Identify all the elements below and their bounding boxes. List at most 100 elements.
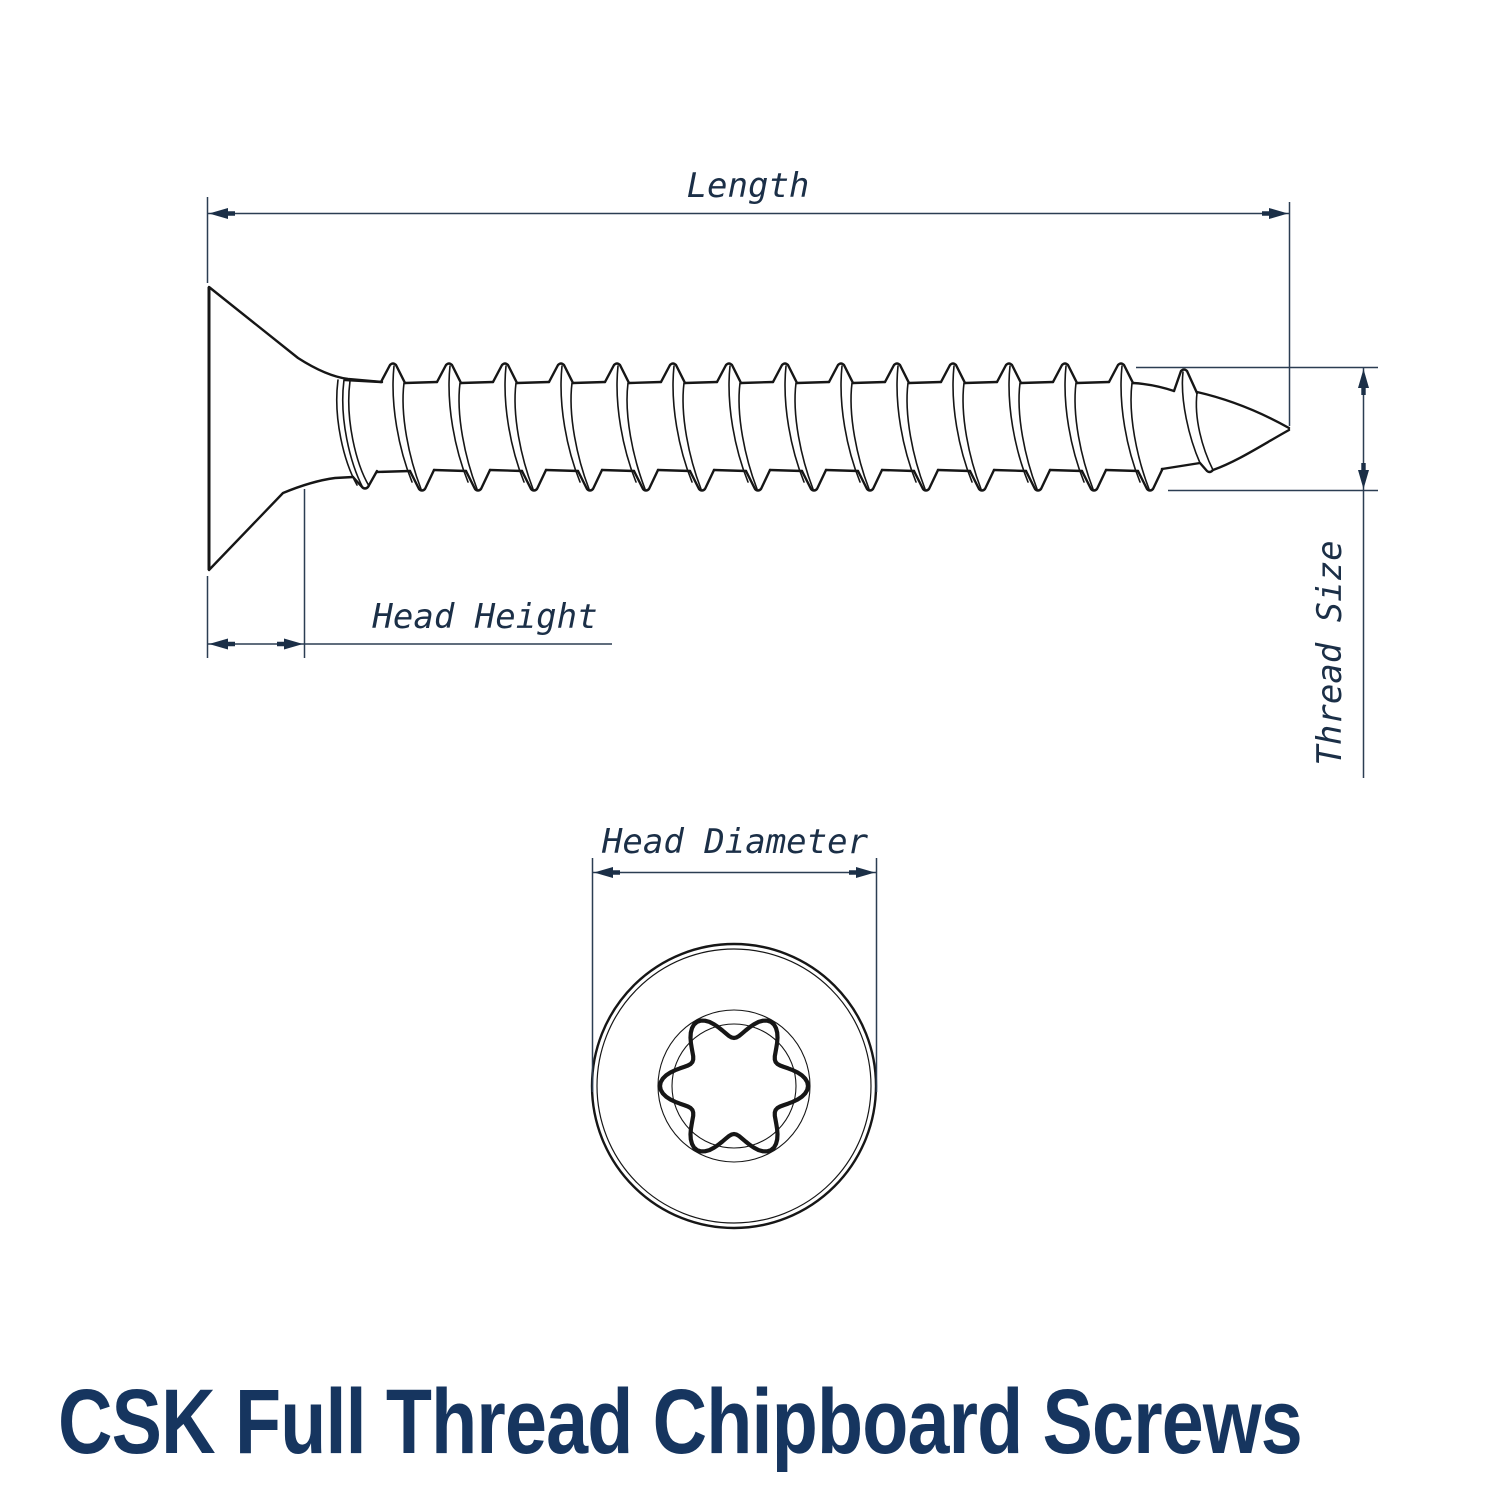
thread-helix <box>343 362 1164 492</box>
thread-bottom-crest <box>1024 468 1052 492</box>
thread-top-crest <box>939 362 967 385</box>
thread-top-crest <box>435 362 463 385</box>
cone-flank <box>1195 392 1214 471</box>
thread-top-crest <box>491 362 519 385</box>
arrow-left-icon <box>209 638 235 650</box>
thread-flank-line <box>570 382 590 490</box>
core-top-segment <box>627 380 663 385</box>
page-title: CSK Full Thread Chipboard Screws <box>58 1371 1303 1473</box>
dimension-head-diameter: Head Diameter <box>591 822 878 1092</box>
core-top-segment <box>907 380 943 385</box>
dimension-length: Length <box>206 166 1291 426</box>
core-top-segment <box>403 380 439 385</box>
thread-flank-line <box>1008 365 1029 483</box>
core-top-segment <box>515 380 551 385</box>
thread-bottom-crest <box>968 468 996 492</box>
head-rim-circle <box>596 948 872 1224</box>
head-outer-circle <box>590 942 878 1230</box>
core-top-segment <box>795 380 831 385</box>
thread-flank-line <box>504 365 525 483</box>
thread-flank-line <box>1120 365 1141 483</box>
thread-bottom-crest <box>632 468 660 492</box>
thread-flank-line <box>514 382 534 490</box>
thread-flank-line <box>448 365 469 483</box>
cone-bottom-edge <box>1211 428 1291 472</box>
thread-flank-line <box>392 365 413 483</box>
head-bottom-taper <box>207 475 355 572</box>
head-top-taper <box>207 285 384 384</box>
cone-crest <box>1172 368 1199 395</box>
arrow-right-icon <box>277 638 303 650</box>
thread-flank-line <box>896 365 917 483</box>
arrow-right-icon <box>1262 208 1288 219</box>
core-bottom-segment <box>1104 468 1140 473</box>
recess-construction-circle <box>671 1023 797 1149</box>
core-bottom-segment <box>656 468 692 473</box>
thread-flank-line <box>1130 382 1150 490</box>
cone-bottom-crest <box>1160 461 1215 474</box>
core-bottom-lead <box>375 469 412 474</box>
torx-recess-outline <box>657 1018 811 1154</box>
core-bottom-segment <box>824 468 860 473</box>
runout-line <box>335 379 358 486</box>
core-top-segment <box>963 380 999 385</box>
core-bottom-segment <box>432 468 468 473</box>
thread-flank-line <box>794 382 814 490</box>
thread-bottom-crest <box>912 468 940 492</box>
cone-top-edge <box>1195 390 1291 430</box>
thread-bottom-crest <box>576 468 604 492</box>
thread-flank-line <box>906 382 926 490</box>
arrow-right-icon <box>849 867 875 878</box>
thread-start-runout <box>335 379 412 490</box>
thread-bottom-crest <box>744 468 772 492</box>
screw-tip <box>1131 368 1291 474</box>
core-bottom-segment <box>712 468 748 473</box>
thread-flank-line <box>560 365 581 483</box>
thread-bottom-crest <box>1080 468 1108 492</box>
core-top-segment <box>683 380 719 385</box>
core-bottom-segment <box>544 468 580 473</box>
thread-size-label: Thread Size <box>1310 540 1350 765</box>
thread-flank-line <box>402 382 422 490</box>
core-top-segment <box>1075 380 1111 385</box>
thread-top-crest <box>1051 362 1079 385</box>
head-height-label: Head Height <box>371 597 597 637</box>
thread-bottom-crest <box>464 468 492 492</box>
core-bottom-segment <box>1048 468 1084 473</box>
thread-bottom-crest <box>408 468 436 492</box>
dimension-head-height: Head Height <box>206 489 612 658</box>
core-bottom-segment <box>936 468 972 473</box>
recess-construction-circle <box>657 1009 811 1163</box>
thread-top-crest <box>1107 362 1135 385</box>
core-bottom-segment <box>992 468 1028 473</box>
core-bottom-segment <box>880 468 916 473</box>
thread-flank-line <box>1064 365 1085 483</box>
thread-flank-line <box>952 365 973 483</box>
thread-flank-line <box>458 382 478 490</box>
arrow-left-icon <box>594 867 620 878</box>
thread-flank-line <box>682 382 702 490</box>
core-top-lead <box>343 378 383 384</box>
thread-flank-line <box>616 365 637 483</box>
thread-top-crest <box>547 362 575 385</box>
core-top-segment <box>459 380 495 385</box>
core-top-segment <box>851 380 887 385</box>
thread-top-crest <box>715 362 743 385</box>
head-diameter-label: Head Diameter <box>601 822 869 862</box>
core-bottom-segment <box>600 468 636 473</box>
thread-flank-line <box>728 365 749 483</box>
runout-line <box>341 379 364 489</box>
first-bottom-crest <box>351 469 379 490</box>
arrow-down-icon <box>1358 463 1369 489</box>
core-bottom-segment <box>768 468 804 473</box>
thread-flank-line <box>784 365 805 483</box>
thread-top-crest <box>659 362 687 385</box>
dimension-thread-size: Thread Size <box>1136 366 1378 778</box>
thread-top-crest <box>379 362 407 385</box>
screw-side-view <box>207 285 1291 572</box>
length-label: Length <box>687 166 810 206</box>
thread-flank-line <box>738 382 758 490</box>
runout-line <box>347 380 370 487</box>
